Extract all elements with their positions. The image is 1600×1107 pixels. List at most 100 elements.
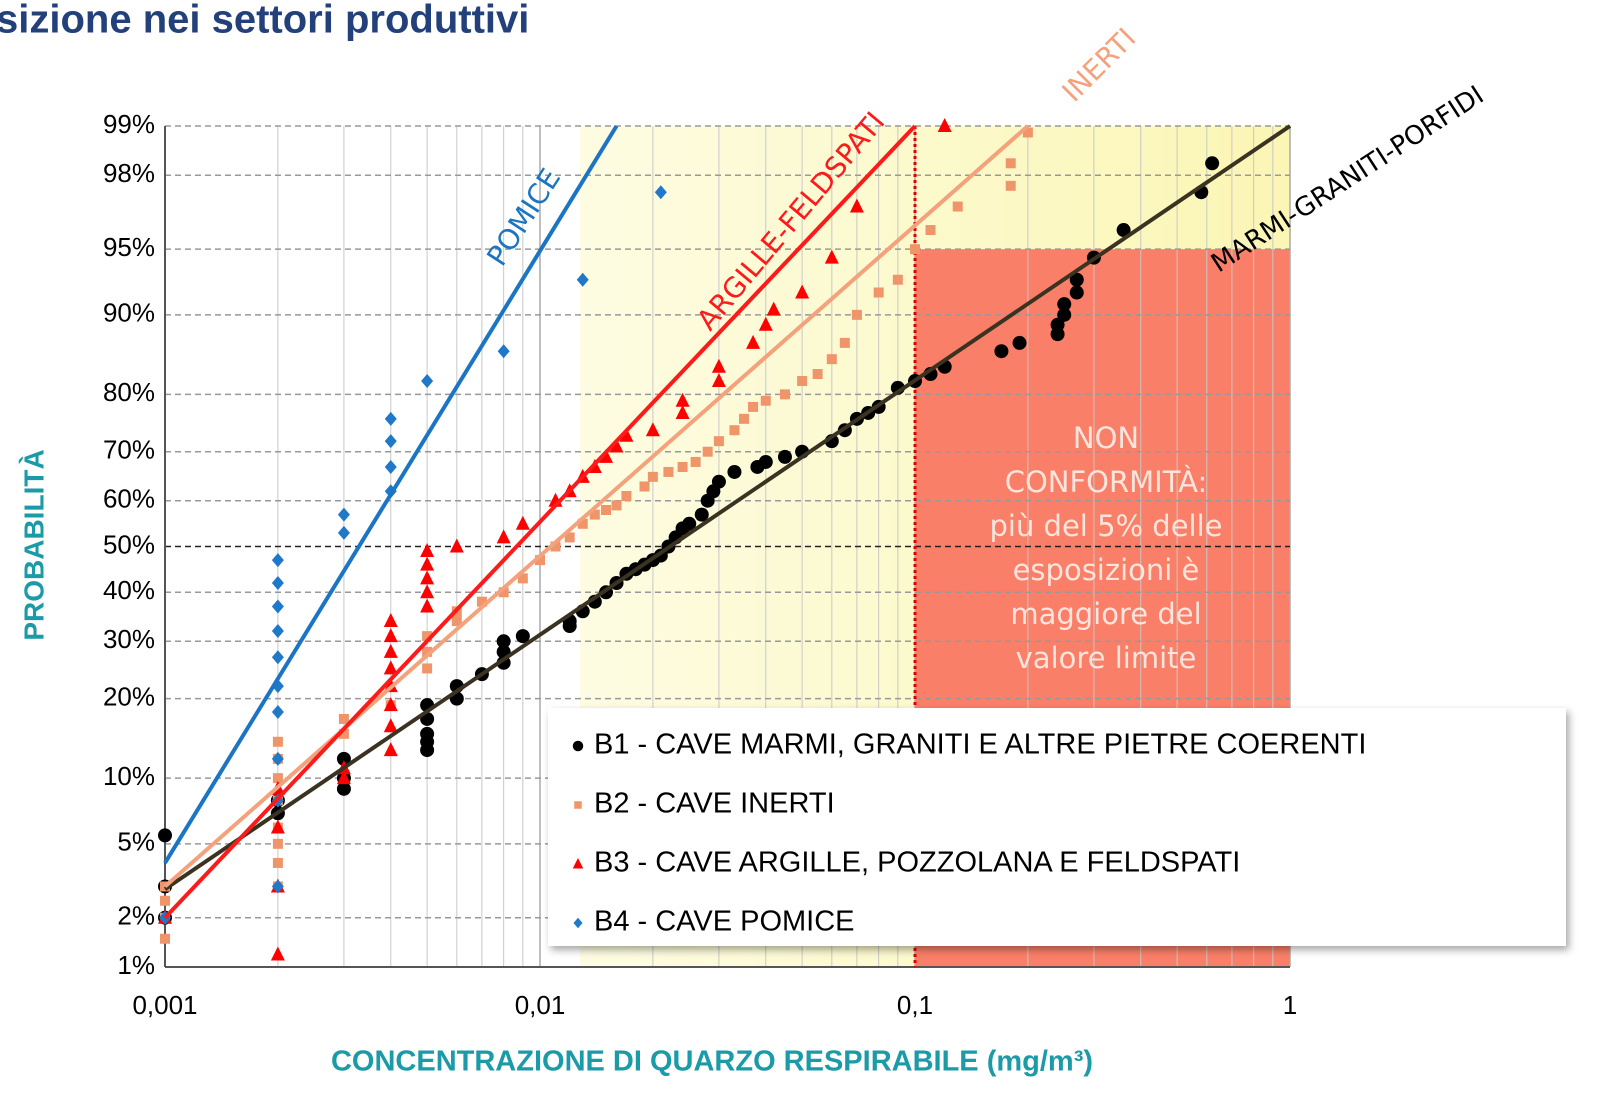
x-tick-label: 0,01 (515, 990, 566, 1020)
data-point (383, 613, 398, 628)
data-point (713, 436, 724, 447)
data-point (420, 743, 435, 758)
y-tick-label: 10% (103, 761, 155, 791)
data-point (337, 525, 350, 540)
y-tick-label: 20% (103, 682, 155, 712)
data-point (420, 598, 435, 613)
data-point (645, 422, 660, 437)
data-point (1057, 307, 1072, 322)
data-point (158, 828, 172, 843)
data-point (675, 404, 690, 419)
data-point (702, 446, 713, 457)
data-point (910, 244, 920, 255)
data-point (994, 344, 1009, 359)
data-point (383, 660, 398, 675)
data-point (1057, 297, 1072, 312)
y-tick-label: 60% (103, 484, 155, 514)
data-point (515, 515, 530, 530)
y-tick-label: 80% (103, 377, 155, 407)
trend-line (163, 124, 1030, 888)
legend-label: B1 - CAVE MARMI, GRANITI E ALTRE PIETRE … (594, 729, 1366, 761)
data-point (609, 438, 624, 453)
data-point (824, 249, 839, 264)
data-point (271, 575, 284, 590)
data-point (639, 481, 650, 492)
data-point (451, 616, 462, 627)
data-point (270, 819, 285, 834)
data-point (420, 570, 435, 585)
data-point (1022, 127, 1033, 138)
y-tick-label: 50% (103, 529, 155, 559)
legend-label: B2 - CAVE INERTI (594, 788, 835, 820)
data-point (496, 634, 511, 649)
data-point (337, 507, 350, 522)
data-point (621, 491, 632, 502)
data-point (497, 344, 510, 359)
data-point (420, 543, 435, 558)
legend-label: B4 - CAVE POMICE (594, 906, 855, 938)
data-point (746, 334, 761, 349)
data-point (599, 448, 614, 463)
data-point (748, 401, 759, 412)
x-tick-label: 1 (1283, 990, 1297, 1020)
legend-marker (573, 917, 583, 929)
data-point (421, 374, 434, 389)
data-point (812, 369, 823, 380)
legend-marker (572, 858, 584, 869)
region-label: valore limite (1016, 641, 1197, 675)
x-axis-title: CONCENTRAZIONE DI QUARZO RESPIRABILE (mg… (331, 1046, 1093, 1078)
data-point (338, 713, 349, 724)
data-point (384, 459, 397, 474)
data-point (690, 456, 701, 467)
line-label: POMICE (480, 163, 567, 272)
data-point (795, 284, 810, 299)
data-point (1005, 180, 1016, 191)
data-point (727, 464, 742, 479)
data-point (271, 599, 284, 614)
data-point (711, 474, 726, 489)
data-point (160, 933, 170, 944)
data-point (271, 879, 284, 894)
data-point (271, 624, 284, 639)
y-tick-label: 98% (103, 158, 155, 188)
region-label: NON (1073, 421, 1139, 455)
data-point (449, 538, 464, 553)
data-point (271, 704, 284, 719)
data-point (675, 392, 690, 407)
y-tick-label: 30% (103, 624, 155, 654)
data-point (272, 838, 283, 849)
page-heading: sizione nei settori produttivi (0, 0, 529, 42)
data-point (270, 946, 285, 961)
data-point (925, 225, 936, 236)
data-point (711, 373, 726, 388)
legend-label: B3 - CAVE ARGILLE, POZZOLANA E FELDSPATI (594, 847, 1240, 879)
data-point (336, 770, 351, 785)
data-point (564, 532, 575, 543)
data-point (338, 728, 349, 739)
y-tick-label: 5% (117, 827, 155, 857)
data-point (611, 500, 622, 511)
trend-line (163, 124, 917, 920)
data-point (384, 434, 397, 449)
data-point (383, 643, 398, 658)
y-tick-label: 1% (117, 950, 155, 980)
data-point (1050, 317, 1065, 332)
data-point (271, 553, 284, 568)
data-point (496, 529, 511, 544)
data-point (271, 751, 284, 766)
data-point (550, 541, 561, 552)
region-label: CONFORMITÀ: (1005, 465, 1208, 499)
y-tick-label: 95% (103, 232, 155, 262)
data-point (729, 425, 740, 436)
data-point (562, 619, 577, 634)
data-point (892, 274, 903, 285)
data-point (422, 631, 433, 642)
data-point (758, 316, 773, 331)
data-point (420, 584, 435, 599)
data-point (619, 427, 634, 442)
data-point (383, 742, 398, 757)
region-label: più del 5% delle (989, 509, 1222, 543)
data-point (779, 389, 790, 400)
data-point (422, 646, 433, 657)
data-point (498, 587, 509, 598)
